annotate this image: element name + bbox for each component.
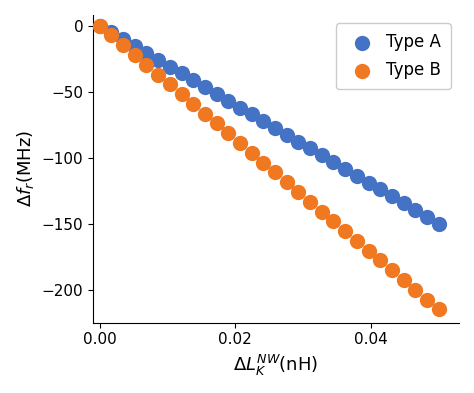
- Type B: [365, 248, 372, 254]
- Type A: [365, 180, 372, 186]
- Type A: [131, 43, 138, 49]
- Type B: [271, 169, 279, 176]
- Type B: [131, 52, 138, 58]
- Type B: [190, 101, 197, 107]
- Type A: [213, 91, 220, 97]
- Type B: [435, 306, 442, 312]
- Type A: [108, 29, 115, 35]
- Type B: [423, 296, 431, 303]
- Type A: [248, 111, 255, 118]
- Type B: [225, 130, 232, 136]
- Type B: [318, 208, 326, 215]
- X-axis label: $\Delta L_K^{NW}$(nH): $\Delta L_K^{NW}$(nH): [233, 353, 319, 378]
- Type B: [295, 189, 302, 195]
- Type A: [225, 97, 232, 104]
- Type A: [143, 50, 150, 56]
- Type B: [143, 62, 150, 68]
- Type B: [411, 287, 419, 293]
- Type A: [119, 36, 127, 42]
- Type A: [388, 193, 396, 199]
- Type A: [341, 166, 349, 172]
- Type B: [119, 42, 127, 48]
- Type B: [341, 228, 349, 234]
- Type A: [318, 152, 326, 158]
- Type B: [388, 267, 396, 274]
- Legend: Type A, Type B: Type A, Type B: [336, 23, 451, 89]
- Type B: [283, 179, 291, 185]
- Type A: [411, 207, 419, 213]
- Type B: [376, 257, 384, 264]
- Type A: [435, 220, 442, 227]
- Type B: [306, 198, 314, 205]
- Type B: [260, 160, 267, 166]
- Type B: [400, 277, 407, 283]
- Type B: [353, 238, 361, 244]
- Type A: [423, 214, 431, 220]
- Type A: [166, 63, 173, 70]
- Type A: [400, 200, 407, 206]
- Type A: [201, 84, 209, 90]
- Type B: [248, 150, 255, 156]
- Type A: [236, 105, 244, 111]
- Type B: [236, 140, 244, 146]
- Type B: [96, 22, 103, 29]
- Type B: [178, 91, 185, 97]
- Y-axis label: $\Delta f_r$(MHz): $\Delta f_r$(MHz): [15, 130, 36, 208]
- Type B: [166, 81, 173, 87]
- Type A: [96, 22, 103, 29]
- Type A: [306, 145, 314, 152]
- Type B: [213, 120, 220, 127]
- Type B: [155, 72, 162, 78]
- Type B: [201, 110, 209, 117]
- Type A: [376, 186, 384, 193]
- Type A: [260, 118, 267, 124]
- Type B: [108, 32, 115, 39]
- Type A: [330, 159, 337, 165]
- Type A: [283, 132, 291, 138]
- Type A: [353, 173, 361, 179]
- Type A: [178, 70, 185, 77]
- Type A: [190, 77, 197, 83]
- Type A: [155, 57, 162, 63]
- Type B: [330, 218, 337, 224]
- Type A: [271, 125, 279, 131]
- Type A: [295, 138, 302, 145]
